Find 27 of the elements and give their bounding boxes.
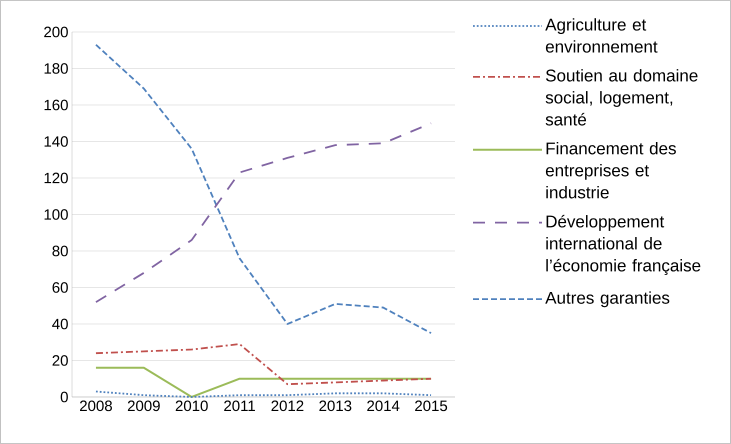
- y-tick-label: 100: [44, 209, 68, 220]
- line-series: [95, 122, 432, 303]
- x-tick-label: 2013: [319, 400, 352, 412]
- y-tick-label: 160: [44, 100, 68, 110]
- legend-label: Développement international de l’économie française: [546, 214, 700, 275]
- y-tick-label: 80: [52, 246, 68, 256]
- x-tick-label: 2010: [176, 400, 208, 412]
- y-tick-label: 40: [52, 318, 68, 330]
- y-tick-label: 60: [52, 282, 68, 293]
- legend-label: Soutien au domaine social, logement, santé: [546, 69, 698, 126]
- x-tick-label: 2012: [272, 400, 304, 412]
- y-tick-label: 20: [52, 355, 68, 366]
- legend-label: Agriculture et environnement: [545, 18, 658, 53]
- x-tick-label: 2014: [367, 400, 400, 412]
- legend-label: Financement des entreprises et industrie: [546, 142, 676, 198]
- y-tick-label: 180: [44, 63, 68, 74]
- y-tick-label: 120: [44, 172, 68, 184]
- line-series: [95, 343, 432, 386]
- y-tick-label: 140: [44, 136, 68, 147]
- line-series: [95, 44, 432, 334]
- y-tick-label: 200: [44, 26, 68, 38]
- x-tick-label: 2011: [224, 400, 255, 412]
- legend-label: Autres garanties: [545, 291, 670, 308]
- y-tick-label: 0: [60, 392, 68, 402]
- x-tick-label: 2009: [128, 400, 160, 412]
- x-tick-label: 2015: [415, 400, 448, 412]
- x-tick-label: 2008: [80, 400, 112, 412]
